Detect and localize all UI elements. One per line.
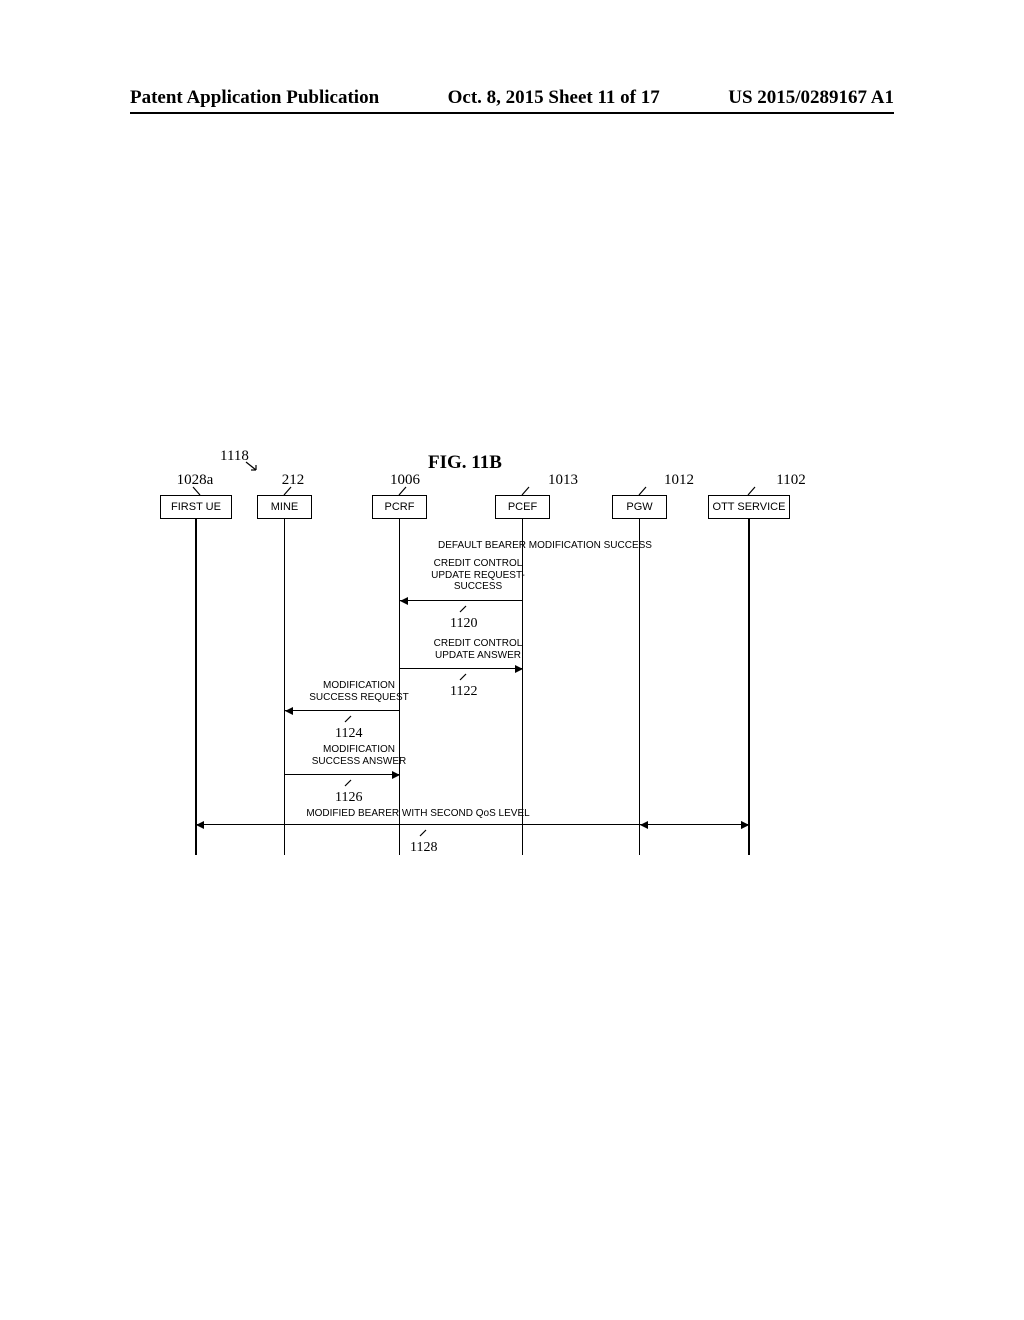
figure-title: FIG. 11B <box>428 452 502 474</box>
msg-label-ccr-update-success: CREDIT CONTROLUPDATE REQUEST-SUCCESS <box>428 558 528 593</box>
msg-label-cca-update-answer: CREDIT CONTROLUPDATE ANSWER <box>428 638 528 661</box>
msg-arrowhead-modified-bearer-qos-seg2 <box>741 821 749 829</box>
sequence-diagram: FIG. 11B 1118 1028aFIRST UE212MINE1006PC… <box>160 440 860 880</box>
msg-ref-modified-bearer-qos: 1128 <box>410 840 437 856</box>
msg-arrowhead-cca-update-answer <box>515 665 523 673</box>
msg-label-default-bearer-mod-success: DEFAULT BEARER MODIFICATION SUCCESS <box>425 540 665 552</box>
msg-arrowhead2-modified-bearer-qos-seg2 <box>640 821 648 829</box>
msg-ref-tick-cca-update-answer <box>458 672 468 682</box>
actor-ref-pcef: 1013 <box>540 472 586 489</box>
header-left: Patent Application Publication <box>130 87 379 109</box>
msg-ref-ccr-update-success: 1120 <box>450 616 477 632</box>
msg-line-ccr-update-success <box>400 600 523 601</box>
actor-box-ott: OTT SERVICE <box>708 495 790 519</box>
msg-ref-tick-mod-success-req <box>343 714 353 724</box>
patent-header: Patent Application Publication Oct. 8, 2… <box>0 87 1024 109</box>
actor-box-pcef: PCEF <box>495 495 550 519</box>
actor-box-first-ue: FIRST UE <box>160 495 232 519</box>
actor-ref-mine: 212 <box>270 472 316 489</box>
msg-arrowhead2-modified-bearer-qos <box>196 821 204 829</box>
actor-box-mine: MINE <box>257 495 312 519</box>
msg-ref-tick-ccr-update-success <box>458 604 468 614</box>
header-right: US 2015/0289167 A1 <box>728 87 894 109</box>
actor-ref-pgw: 1012 <box>656 472 702 489</box>
lifeline-first-ue <box>195 519 196 855</box>
msg-line-mod-success-req <box>285 710 400 711</box>
lifeline-pgw <box>639 519 640 855</box>
msg-label-modified-bearer-qos: MODIFIED BEARER WITH SECOND QoS LEVEL <box>288 808 548 820</box>
lifeline-mine <box>284 519 285 855</box>
msg-ref-tick-mod-success-ans <box>343 778 353 788</box>
msg-ref-cca-update-answer: 1122 <box>450 684 477 700</box>
msg-arrowhead-mod-success-ans <box>392 771 400 779</box>
msg-ref-mod-success-ans: 1126 <box>335 790 362 806</box>
ref-1118-arrow <box>244 460 260 474</box>
msg-label-mod-success-ans: MODIFICATIONSUCCESS ANSWER <box>305 744 413 767</box>
msg-line-modified-bearer-qos-seg2 <box>640 824 750 825</box>
header-rule <box>130 112 894 114</box>
msg-ref-tick-modified-bearer-qos <box>418 828 428 838</box>
msg-arrowhead-mod-success-req <box>285 707 293 715</box>
msg-line-mod-success-ans <box>285 774 400 775</box>
actor-box-pgw: PGW <box>612 495 667 519</box>
msg-arrowhead-ccr-update-success <box>400 597 408 605</box>
header-center: Oct. 8, 2015 Sheet 11 of 17 <box>448 87 660 109</box>
lifeline-ott <box>748 519 749 855</box>
msg-ref-mod-success-req: 1124 <box>335 726 362 742</box>
actor-ref-ott: 1102 <box>768 472 814 489</box>
msg-label-mod-success-req: MODIFICATIONSUCCESS REQUEST <box>305 680 413 703</box>
msg-line-cca-update-answer <box>400 668 523 669</box>
actor-box-pcrf: PCRF <box>372 495 427 519</box>
